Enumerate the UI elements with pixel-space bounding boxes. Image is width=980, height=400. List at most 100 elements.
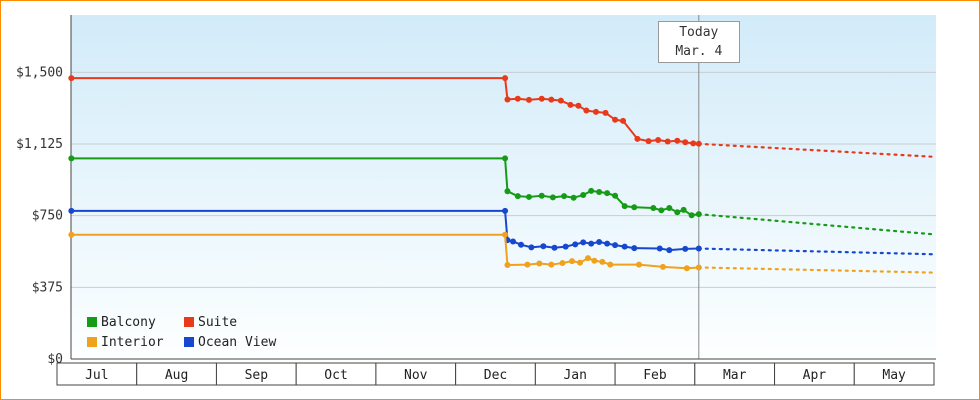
y-tick-label: $0: [47, 352, 63, 367]
legend-row: Balcony Suite: [87, 312, 276, 332]
y-tick-label: $1,125: [16, 137, 63, 152]
data-point-suite: [502, 75, 509, 82]
data-point-interior: [502, 231, 509, 238]
legend-item-balcony: Balcony: [87, 315, 184, 330]
data-point-interior: [683, 265, 690, 272]
y-tick-label: $750: [32, 209, 63, 224]
data-point-interior: [524, 261, 531, 268]
y-tick-label: $375: [32, 280, 63, 295]
data-point-balcony: [674, 209, 681, 216]
today-label-line2: Mar. 4: [675, 44, 723, 59]
data-point-interior: [577, 259, 584, 266]
data-point-suite: [695, 140, 702, 147]
data-point-ocean-view: [656, 245, 663, 252]
month-label: Apr: [803, 368, 827, 383]
data-point-suite: [612, 116, 619, 123]
interior-swatch-icon: [87, 337, 97, 347]
data-point-interior: [536, 260, 543, 267]
suite-swatch-icon: [184, 317, 194, 327]
data-point-ocean-view: [612, 242, 619, 249]
data-point-ocean-view: [518, 241, 525, 248]
data-point-balcony: [596, 188, 603, 195]
data-point-balcony: [549, 194, 556, 201]
month-cell: [853, 362, 935, 386]
data-point-ocean-view: [695, 245, 702, 252]
month-label: Jan: [563, 368, 586, 383]
data-point-ocean-view: [510, 238, 517, 245]
data-point-interior: [504, 261, 511, 268]
data-point-suite: [602, 109, 609, 116]
data-point-ocean-view: [528, 244, 535, 251]
data-point-suite: [548, 96, 555, 103]
data-point-interior: [695, 264, 702, 271]
data-point-interior: [548, 261, 555, 268]
month-label: Sep: [245, 368, 269, 383]
data-point-balcony: [525, 193, 532, 200]
legend-item-interior: Interior: [87, 335, 184, 350]
data-point-ocean-view: [580, 239, 587, 246]
data-point-balcony: [650, 205, 657, 212]
data-point-ocean-view: [551, 244, 558, 251]
month-label: Feb: [643, 368, 667, 383]
data-point-suite: [525, 96, 532, 103]
month-label: Dec: [484, 368, 507, 383]
data-point-ocean-view: [666, 247, 673, 254]
data-point-suite: [634, 135, 641, 142]
legend-label: Balcony: [101, 314, 156, 330]
data-point-balcony: [580, 192, 587, 199]
data-point-suite: [557, 97, 564, 104]
today-marker-label: Today Mar. 4: [657, 21, 740, 63]
data-point-balcony: [588, 187, 595, 194]
data-point-balcony: [612, 192, 619, 199]
data-point-suite: [68, 75, 75, 82]
data-point-balcony: [621, 203, 628, 210]
data-point-balcony: [695, 211, 702, 218]
data-point-balcony: [658, 207, 665, 214]
plot-background: [71, 15, 936, 359]
month-label: Jul: [85, 368, 108, 383]
legend-label: Ocean View: [198, 334, 277, 350]
series-projection-interior: [697, 266, 936, 274]
data-point-ocean-view: [588, 240, 595, 247]
legend-row: Interior Ocean View: [87, 332, 276, 352]
legend-label: Suite: [198, 314, 238, 330]
data-point-balcony: [68, 155, 75, 162]
data-point-suite: [674, 137, 681, 144]
month-label: Nov: [404, 368, 428, 383]
data-point-suite: [682, 139, 689, 146]
y-tick-label: $1,500: [16, 65, 63, 80]
legend-label: Interior: [101, 334, 164, 350]
data-point-ocean-view: [572, 241, 579, 248]
legend-item-suite: Suite: [184, 315, 237, 330]
data-point-ocean-view: [502, 207, 509, 214]
data-point-balcony: [504, 188, 511, 195]
data-point-suite: [583, 107, 590, 114]
data-point-ocean-view: [604, 240, 611, 247]
data-point-interior: [607, 261, 614, 268]
data-point-balcony: [502, 155, 509, 162]
data-point-suite: [655, 136, 662, 143]
data-point-balcony: [631, 204, 638, 211]
data-point-balcony: [538, 192, 545, 199]
data-point-suite: [538, 95, 545, 102]
data-point-suite: [664, 138, 671, 145]
data-point-suite: [592, 108, 599, 115]
data-point-suite: [575, 102, 582, 109]
ocean-view-swatch-icon: [184, 337, 194, 347]
month-label: Aug: [165, 368, 188, 383]
legend: Balcony Suite Interior Ocean View: [87, 312, 276, 352]
today-label-line1: Today: [679, 25, 719, 40]
data-point-suite: [645, 138, 652, 145]
data-point-ocean-view: [562, 243, 569, 250]
data-point-suite: [514, 95, 521, 102]
data-point-balcony: [680, 206, 687, 213]
data-point-balcony: [561, 193, 568, 200]
data-point-suite: [504, 96, 511, 103]
series-projection-balcony: [697, 213, 936, 236]
data-point-ocean-view: [596, 239, 603, 246]
month-label: May: [882, 368, 906, 383]
data-point-balcony: [604, 190, 611, 197]
data-point-suite: [567, 101, 574, 108]
